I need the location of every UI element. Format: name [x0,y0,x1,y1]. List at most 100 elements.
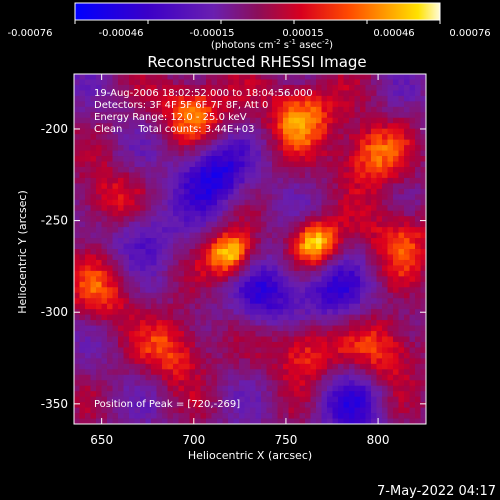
heatmap-cell [387,128,394,135]
heatmap-cell [167,156,174,162]
heatmap-cell [288,298,295,305]
heatmap-cell [338,358,344,365]
heatmap-cell [371,243,377,250]
heatmap-cell [244,84,251,91]
heatmap-cell [140,205,146,212]
heatmap-cell [349,292,355,299]
heatmap-cell [96,210,102,217]
heatmap-cell [398,270,405,277]
heatmap-cell [217,90,223,97]
heatmap-cell [266,95,273,102]
heatmap-cell [195,391,201,398]
heatmap-cell [222,265,229,272]
heatmap-cell [211,232,218,239]
heatmap-cell [112,281,119,288]
heatmap-cell [118,79,124,86]
heatmap-cell [365,74,372,80]
heatmap-cell [211,281,218,288]
heatmap-cell [123,347,130,354]
heatmap-cell [409,123,416,130]
heatmap-cell [239,79,245,86]
heatmap-cell [162,347,168,354]
heatmap-cell [266,210,273,217]
heatmap-cell [112,385,119,392]
heatmap-cell [387,358,394,365]
heatmap-cell [288,221,295,228]
heatmap-cell [118,221,124,228]
heatmap-cell [371,84,377,91]
heatmap-cell [404,413,410,419]
heatmap-cell [415,238,421,244]
heatmap-cell [112,128,119,135]
heatmap-cell [145,199,152,206]
heatmap-cell [310,90,317,97]
heatmap-cell [74,374,80,381]
heatmap-cell [382,194,388,201]
heatmap-cell [420,413,427,419]
heatmap-cell [387,347,394,354]
heatmap-cell [151,265,157,272]
heatmap-cell [162,254,168,261]
heatmap-cell [349,112,355,119]
heatmap-cell [118,363,124,370]
heatmap-cell [107,166,113,173]
heatmap-cell [310,396,317,403]
heatmap-cell [343,134,350,141]
heatmap-cell [90,134,97,141]
heatmap-cell [195,358,201,365]
heatmap-cell [288,259,295,266]
heatmap-cell [420,276,427,283]
heatmap-cell [299,270,306,277]
heatmap-cell [387,216,394,223]
heatmap-cell [101,309,108,316]
heatmap-cell [332,331,339,337]
heatmap-cell [151,314,157,321]
heatmap-cell [189,183,196,190]
heatmap-cell [255,117,262,124]
heatmap-cell [360,221,366,228]
heatmap-cell [162,413,168,419]
heatmap-cell [371,418,377,425]
heatmap-cell [415,325,421,332]
heatmap-cell [173,347,179,354]
heatmap-cell [244,106,251,113]
heatmap-cell [387,298,394,305]
heatmap-cell [354,358,361,365]
heatmap-cell [387,145,394,151]
heatmap-cell [415,358,421,365]
heatmap-cell [266,161,273,168]
heatmap-cell [404,298,410,305]
heatmap-cell [316,123,322,130]
heatmap-cell [382,303,388,310]
heatmap-cell [195,145,201,151]
heatmap-cell [387,276,394,283]
heatmap-cell [107,90,113,97]
heatmap-cell [244,358,251,365]
heatmap-cell [354,407,361,414]
heatmap-cell [167,320,174,326]
heatmap-cell [376,341,383,348]
heatmap-cell [299,259,306,266]
heatmap-cell [85,259,91,266]
heatmap-cell [404,380,410,387]
heatmap-cell [112,172,119,179]
heatmap-cell [305,396,311,403]
heatmap-cell [415,161,421,168]
heatmap-cell [200,183,207,190]
heatmap-cell [173,238,179,244]
heatmap-cell [74,188,80,195]
heatmap-cell [261,188,267,195]
heatmap-cell [189,314,196,321]
heatmap-cell [222,74,229,80]
heatmap-cell [101,95,108,102]
heatmap-cell [266,205,273,212]
heatmap-cell [217,276,223,283]
heatmap-cell [79,145,86,151]
heatmap-cell [156,156,163,162]
heatmap-cell [96,227,102,233]
heatmap-cell [404,385,410,392]
heatmap-cell [167,298,174,305]
heatmap-cell [200,188,207,195]
heatmap-cell [371,374,377,381]
heatmap-cell [217,363,223,370]
